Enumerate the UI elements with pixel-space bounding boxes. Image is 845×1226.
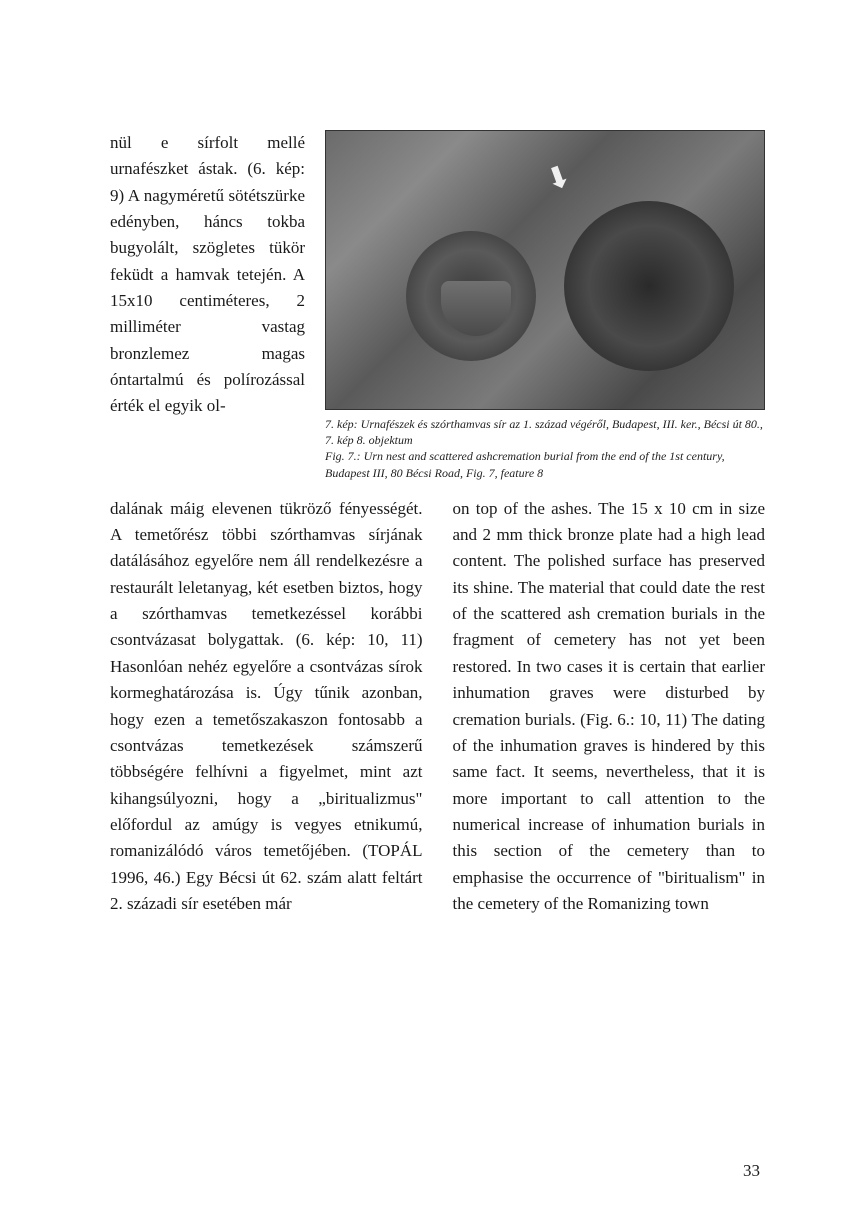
page-content: ⬇ 7. kép: Urnafészek és szórthamvas sír … <box>110 130 765 917</box>
two-column-section: dalának máig elevenen tükröző fényességé… <box>110 496 765 918</box>
figure-image: ⬇ <box>325 130 765 410</box>
figure-caption: 7. kép: Urnafészek és szórthamvas sír az… <box>325 416 765 481</box>
top-section: ⬇ 7. kép: Urnafészek és szórthamvas sír … <box>110 130 765 496</box>
left-column: dalának máig elevenen tükröző fényességé… <box>110 496 423 918</box>
urn-shape <box>441 281 511 336</box>
caption-english: Fig. 7.: Urn nest and scattered ashcrema… <box>325 449 725 479</box>
figure-container: ⬇ 7. kép: Urnafészek és szórthamvas sír … <box>325 130 765 481</box>
right-column: on top of the ashes. The 15 x 10 cm in s… <box>453 496 766 918</box>
arrow-indicator: ⬇ <box>541 158 577 199</box>
page-number: 33 <box>743 1161 760 1181</box>
caption-hungarian: 7. kép: Urnafészek és szórthamvas sír az… <box>325 417 763 447</box>
